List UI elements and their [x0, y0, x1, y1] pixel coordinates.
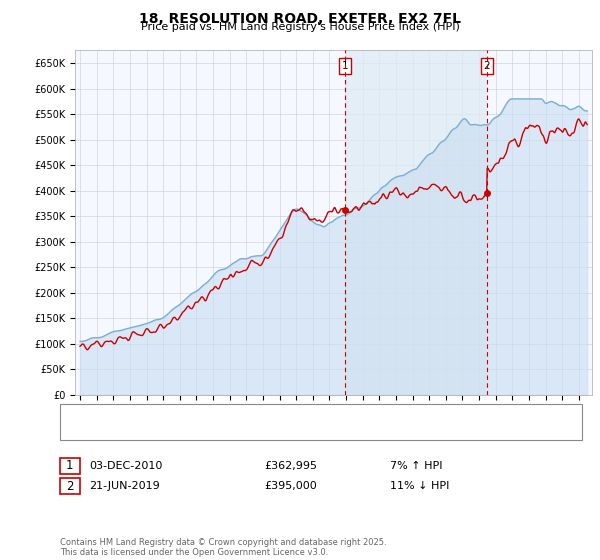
Text: £362,995: £362,995	[264, 461, 317, 471]
Text: 03-DEC-2010: 03-DEC-2010	[89, 461, 162, 471]
Text: 18, RESOLUTION ROAD, EXETER, EX2 7FL: 18, RESOLUTION ROAD, EXETER, EX2 7FL	[139, 12, 461, 26]
Text: 1: 1	[341, 61, 348, 71]
Text: Price paid vs. HM Land Registry's House Price Index (HPI): Price paid vs. HM Land Registry's House …	[140, 22, 460, 32]
Text: 1: 1	[66, 459, 74, 473]
Text: 21-JUN-2019: 21-JUN-2019	[89, 481, 160, 491]
Text: £395,000: £395,000	[264, 481, 317, 491]
Text: 7% ↑ HPI: 7% ↑ HPI	[390, 461, 443, 471]
Text: 2: 2	[66, 479, 74, 493]
Text: 18, RESOLUTION ROAD, EXETER, EX2 7FL (detached house): 18, RESOLUTION ROAD, EXETER, EX2 7FL (de…	[99, 409, 391, 419]
Text: 2: 2	[484, 61, 490, 71]
Text: 11% ↓ HPI: 11% ↓ HPI	[390, 481, 449, 491]
Text: Contains HM Land Registry data © Crown copyright and database right 2025.
This d: Contains HM Land Registry data © Crown c…	[60, 538, 386, 557]
Bar	[345, 50, 487, 395]
Text: HPI: Average price, detached house, Exeter: HPI: Average price, detached house, Exet…	[99, 424, 311, 435]
Text: ——: ——	[69, 409, 91, 419]
Text: ——: ——	[69, 424, 91, 435]
